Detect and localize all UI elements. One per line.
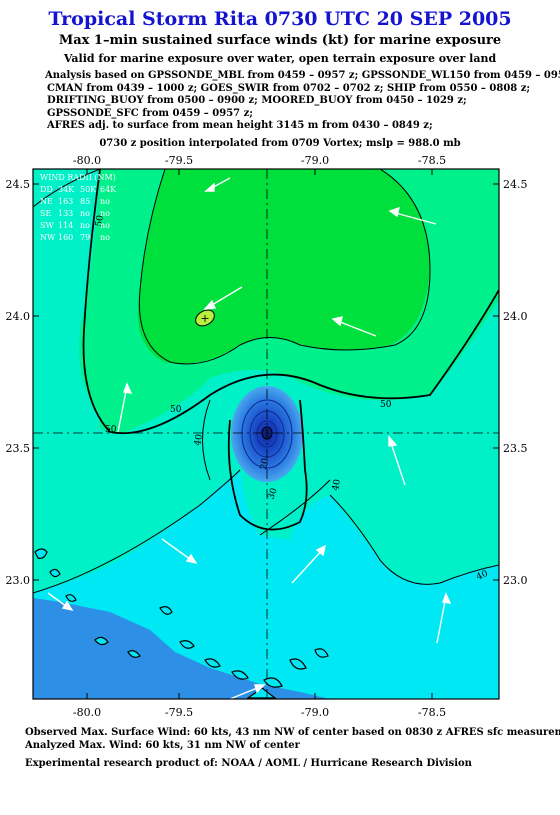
wind-arrow [331,316,377,337]
position-note: 0730 z position interpolated from 0709 V… [99,138,461,149]
wind-radii-cell: 114 [58,221,73,230]
wind-radii-cell: SE [40,209,51,218]
wind-arrow [436,592,452,644]
lat-tick-left: 23.5 [6,442,31,455]
credit-line: Experimental research product of: NOAA /… [25,758,472,769]
lat-tick-right: 24.0 [503,310,528,323]
wind-radii-cell: no [100,221,110,230]
lon-tick-top: -79.5 [165,154,193,167]
max-wind-plus: + [200,312,209,325]
wind-radii-cell: 133 [58,209,73,218]
contour-40-line [33,469,241,594]
analysis-line: GPSSONDE_SFC from 0459 – 0957 z; [47,107,253,119]
lon-tick-bottom: -79.0 [301,706,329,719]
contour-label: 40 [475,569,490,583]
contour-40-line [329,494,499,585]
wind-radii-cell: 163 [58,197,73,206]
lat-tick-left: 23.0 [6,574,31,587]
max-wind-marker [195,309,215,327]
wind-arrow [203,286,243,310]
lat-tick-left: 24.0 [6,310,31,323]
lon-tick-top: -80.0 [73,154,101,167]
lon-tick-bottom: -80.0 [73,706,101,719]
lat-tick-right: 24.5 [503,178,528,191]
wind-radii-cell: 85 [80,197,90,206]
contour-50-line [82,169,499,435]
lat-tick-right: 23.5 [503,442,528,455]
wind-arrow [47,592,74,612]
contour-label: 50 [380,400,392,410]
core-ring [241,399,293,469]
lon-tick-bottom: -78.5 [418,706,446,719]
wind-arrow [291,544,327,584]
wind-radii-row: SW 114 no no [40,221,110,230]
contour-label: 50 [170,405,182,415]
wind-map-svg: + [6,154,528,719]
wind-arrow [388,435,406,486]
wind-arrow [229,684,266,699]
contour-label: 30 [266,487,279,501]
wind-radii-cell: NW [40,233,56,242]
wind-radii-cell: 160 [58,233,73,242]
wind-radii-cell: no [100,209,110,218]
wind-radii-cell: SW [40,221,54,230]
exposure-note: Valid for marine exposure over water, op… [63,52,497,65]
wind-radii-cell: no [100,233,110,242]
wind-radii-row: NW 160 79 no [40,233,110,242]
analysis-line: DRIFTING_BUOY from 0500 – 0900 z; MOORED… [47,95,467,107]
wind-radii-cell: 64K [100,185,117,194]
wind-arrows [47,177,452,699]
wind-radii-row: NE 163 85 no [40,197,110,206]
analysis-line: Analysis based on GPSSONDE_MBL from 0459… [45,70,560,81]
analyzed-max-wind: Analyzed Max. Wind: 60 kts, 31 nm NW of … [25,740,300,751]
wind-radii-cell: no [80,209,90,218]
core-ring [256,420,278,448]
lat-tick-left: 24.5 [6,178,31,191]
wind-arrow [161,538,198,565]
analysis-line: CMAN from 0439 – 1000 z; GOES_SWIR from … [47,82,531,94]
contour-30-line [227,399,308,531]
coastline [34,548,329,699]
wind-radii-row: DD 34K 50K 64K [40,185,117,194]
land-area [33,598,330,699]
contour-label: 50 [94,214,106,227]
contour-labels: 50 50 50 50 40 40 40 30 20 [94,214,490,582]
contour-label: 40 [331,478,343,491]
wind-arrow [388,206,437,225]
contour-label: 50 [105,425,117,435]
wind-radii-row: SE 133 no no [40,209,110,218]
axis-ticks [33,169,499,699]
wind-radii-cell: 34K [58,185,75,194]
contour-label: 40 [193,433,205,446]
wind-arrow [204,177,231,192]
analysis-line: AFRES adj. to surface from mean height 3… [47,120,433,132]
wind-radii-cell: 50K [80,185,97,194]
wind-radii-cell: DD [40,185,53,194]
wind-arrow [117,382,133,433]
wind-radii-cell: no [100,197,110,206]
contour-50-line [33,169,101,208]
lon-tick-bottom: -79.5 [165,706,193,719]
contour-60-line [138,169,431,365]
wind-radii-cell: 79 [80,233,90,242]
band-60 [137,169,430,364]
contour-40-line [202,399,211,481]
analysis-sources: Analysis based on GPSSONDE_MBL from 0459… [45,70,560,133]
wind-map: + [0,152,560,722]
subtitle: Max 1–min sustained surface winds (kt) f… [58,33,502,48]
wind-radii-legend: WIND RADII (NM) DD 34K 50K 64K NE 163 85… [40,173,117,242]
contour-label: 20 [259,457,271,470]
wind-radii-cell: no [80,221,90,230]
axis-labels: -80.0 -79.5 -79.0 -78.5 -80.0 -79.5 -79.… [6,154,528,719]
wind-radii-header: WIND RADII (NM) [40,173,116,182]
wind-radii-cell: NE [40,197,53,206]
lat-tick-right: 23.0 [503,574,528,587]
lon-tick-top: -78.5 [418,154,446,167]
observed-max-wind: Observed Max. Surface Wind: 60 kts, 43 n… [25,727,560,738]
plot-frame [32,168,500,700]
page-title: Tropical Storm Rita 0730 UTC 20 SEP 2005 [48,8,512,30]
lon-tick-top: -79.0 [301,154,329,167]
